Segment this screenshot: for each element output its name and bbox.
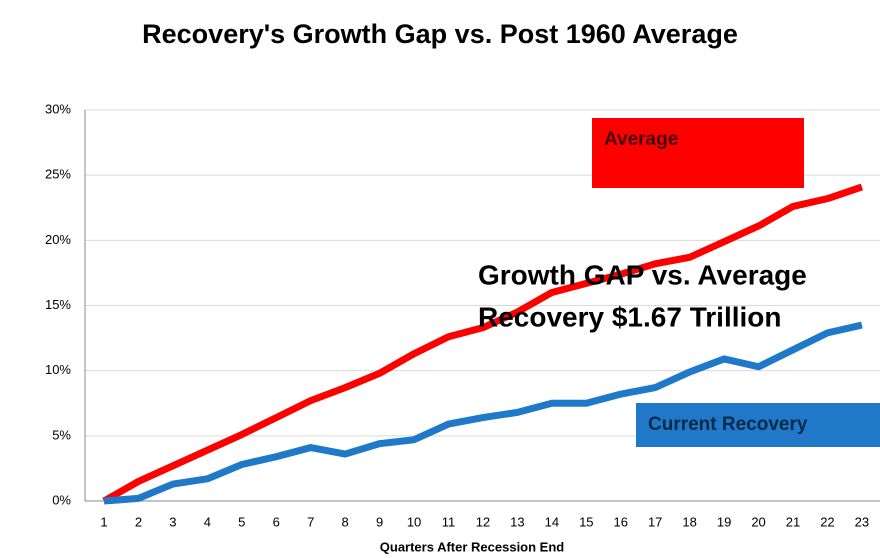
series-line [102,183,864,505]
x-tick-label: 5 [238,514,245,529]
x-tick-label: 23 [855,514,869,529]
y-tick-label: 15% [45,297,71,312]
chart-title: Recovery's Growth Gap vs. Post 1960 Aver… [142,19,738,49]
y-tick-label: 30% [45,101,71,116]
x-tick-label: 19 [717,514,731,529]
x-tick-label: 3 [169,514,176,529]
x-tick-label: 12 [476,514,490,529]
legend-label: Average [604,129,678,150]
annotation: Growth GAP vs. Average [478,259,807,290]
x-tick-label: 14 [545,514,559,529]
x-tick-label: 18 [682,514,696,529]
legend-box [592,118,804,188]
x-tick-label: 1 [100,514,107,529]
y-tick-label: 25% [45,167,71,182]
x-tick-label: 7 [307,514,314,529]
legend-label: Current Recovery [648,414,808,435]
y-tick-label: 20% [45,232,71,247]
x-tick-label: 20 [751,514,765,529]
x-tick-label: 16 [614,514,628,529]
x-tick-label: 9 [376,514,383,529]
y-tick-label: 0% [52,492,71,507]
x-tick-label: 21 [786,514,800,529]
series-line [103,321,863,505]
x-tick-label: 10 [407,514,421,529]
legend-box [636,403,880,447]
x-tick-label: 22 [820,514,834,529]
x-tick-label: 4 [204,514,211,529]
x-tick-label: 8 [342,514,349,529]
x-tick-label: 6 [273,514,280,529]
x-tick-label: 13 [510,514,524,529]
x-tick-label: 17 [648,514,662,529]
x-tick-label: 11 [442,514,456,529]
x-axis-label: Quarters After Recession End [380,539,565,554]
y-tick-label: 5% [52,427,71,442]
x-tick-label: 2 [135,514,142,529]
y-tick-label: 10% [45,362,71,377]
x-tick-label: 15 [579,514,593,529]
annotation: Recovery $1.67 Trillion [478,301,782,332]
